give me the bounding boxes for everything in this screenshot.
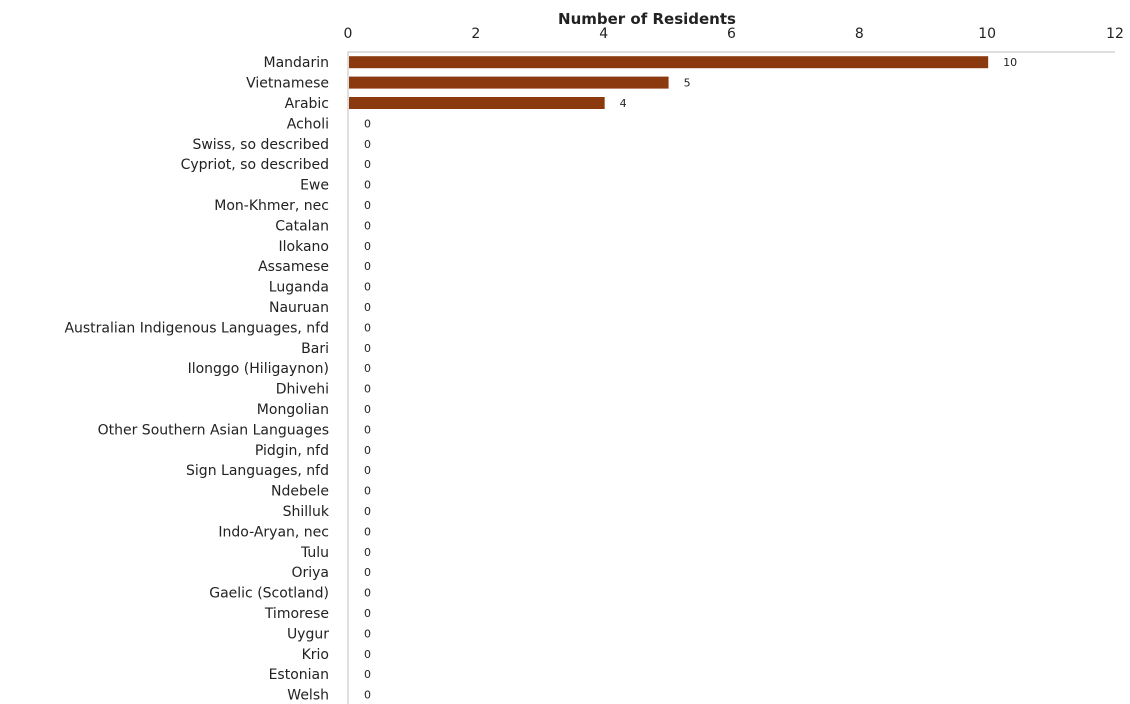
x-tick-label: 0 — [344, 26, 353, 42]
data-label: 0 — [364, 444, 371, 457]
category-label: Sign Languages, nfd — [186, 463, 329, 479]
category-label: Krio — [302, 647, 329, 663]
category-label: Ilokano — [279, 239, 329, 255]
data-label: 0 — [364, 627, 371, 640]
x-tick-label: 10 — [978, 26, 996, 42]
category-label: Bari — [301, 341, 329, 357]
data-label: 0 — [364, 240, 371, 253]
data-label: 0 — [364, 117, 371, 130]
category-label: Cypriot, so described — [181, 157, 329, 173]
data-label: 4 — [620, 97, 627, 110]
data-label: 0 — [364, 138, 371, 151]
x-tick-label: 8 — [855, 26, 864, 42]
data-label: 0 — [364, 485, 371, 498]
category-label: Swiss, so described — [192, 137, 329, 153]
category-label: Oriya — [291, 565, 329, 581]
category-label: Arabic — [285, 96, 329, 112]
category-label: Ilonggo (Hiligaynon) — [188, 361, 329, 377]
data-label: 0 — [364, 525, 371, 538]
category-label: Shilluk — [283, 504, 330, 520]
data-label: 0 — [364, 179, 371, 192]
category-label: Timorese — [264, 606, 329, 622]
category-label: Mongolian — [257, 402, 329, 418]
category-label: Vietnamese — [246, 76, 329, 92]
category-label: Gaelic (Scotland) — [209, 586, 329, 602]
category-label: Mon-Khmer, nec — [214, 198, 329, 214]
axes — [347, 51, 1115, 704]
bar — [349, 56, 989, 69]
data-label: 0 — [364, 403, 371, 416]
category-labels: Mandarin Vietnamese Arabic Acholi Swiss, so … — [64, 55, 329, 703]
data-label: 0 — [364, 607, 371, 620]
category-label: Catalan — [275, 218, 329, 234]
x-tick-label: 6 — [727, 26, 736, 42]
data-label: 0 — [364, 301, 371, 314]
category-label: Welsh — [287, 688, 329, 704]
data-label: 0 — [364, 281, 371, 294]
data-label: 0 — [364, 383, 371, 396]
data-label: 0 — [364, 648, 371, 661]
data-label: 0 — [364, 321, 371, 334]
category-label: Assamese — [258, 259, 329, 275]
category-label: Uygur — [287, 626, 329, 642]
data-labels: 10 5 4 0 0 0 0 0 0 0 0 0 0 0 0 0 0 0 0 0 0 0 0 0 0 0 0 0 0 0 0 0 — [364, 56, 1017, 701]
x-axis-title: Number of Residents — [558, 10, 736, 28]
category-label: Nauruan — [269, 300, 329, 316]
category-label: Indo-Aryan, nec — [218, 524, 329, 540]
category-label: Australian Indigenous Languages, nfd — [64, 320, 329, 336]
category-label: Mandarin — [263, 55, 329, 71]
category-label: Tulu — [300, 545, 329, 561]
data-label: 5 — [684, 77, 691, 90]
category-label: Ewe — [300, 178, 329, 194]
bar — [349, 76, 669, 89]
data-label: 0 — [364, 546, 371, 559]
data-label: 0 — [364, 342, 371, 355]
data-label: 0 — [364, 362, 371, 375]
x-tick-label: 4 — [599, 26, 608, 42]
data-label: 0 — [364, 199, 371, 212]
data-label: 0 — [364, 423, 371, 436]
category-label: Ndebele — [271, 484, 329, 500]
category-label: Luganda — [269, 280, 329, 296]
x-tick-label: 2 — [471, 26, 480, 42]
data-label: 10 — [1003, 56, 1017, 69]
data-label: 0 — [364, 668, 371, 681]
category-label: Pidgin, nfd — [255, 443, 329, 459]
x-tick-label: 12 — [1106, 26, 1124, 42]
data-label: 0 — [364, 587, 371, 600]
category-label: Estonian — [269, 667, 329, 683]
category-label: Dhivehi — [276, 382, 329, 398]
category-label: Other Southern Asian Languages — [98, 422, 329, 438]
data-label: 0 — [364, 260, 371, 273]
category-label: Acholi — [287, 116, 329, 132]
bars — [349, 56, 989, 109]
data-label: 0 — [364, 689, 371, 702]
data-label: 0 — [364, 219, 371, 232]
data-label: 0 — [364, 158, 371, 171]
bar — [349, 97, 605, 109]
x-tick-labels: 0 2 4 6 8 10 12 — [344, 26, 1124, 42]
data-label: 0 — [364, 566, 371, 579]
data-label: 0 — [364, 505, 371, 518]
data-label: 0 — [364, 464, 371, 477]
